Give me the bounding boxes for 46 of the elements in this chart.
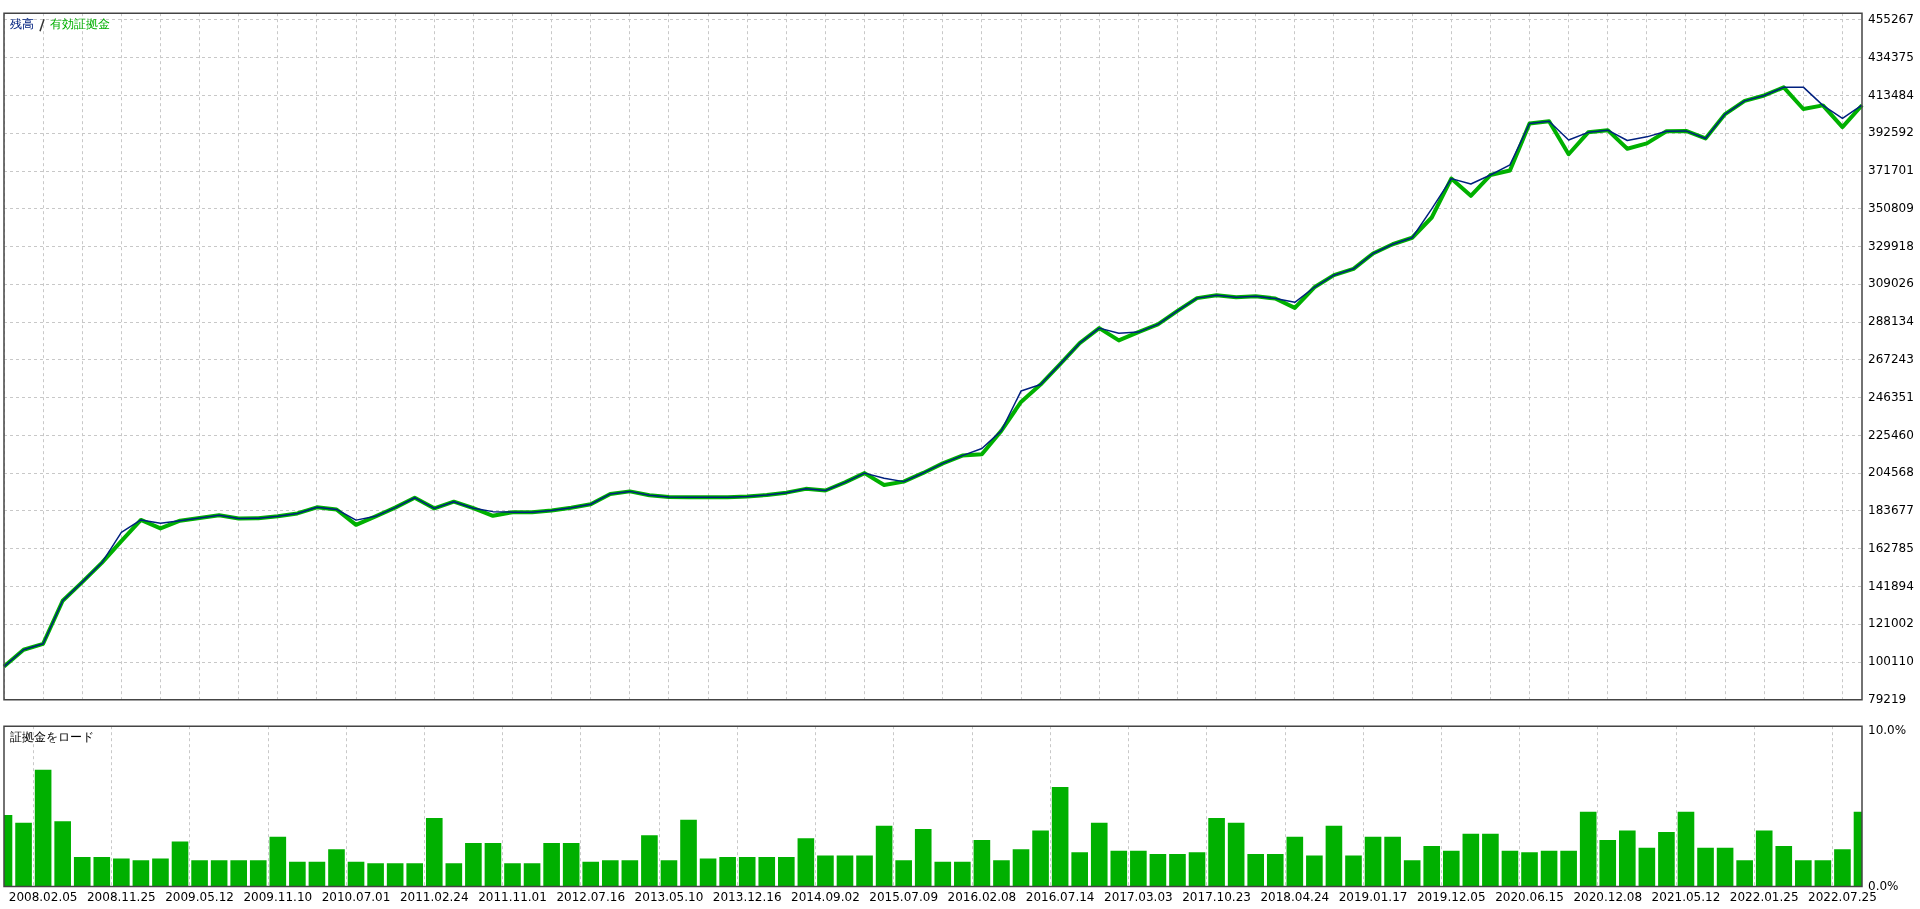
y-tick-label: 267243 <box>1868 352 1914 366</box>
y-tick-label: 288134 <box>1868 314 1914 329</box>
y-tick-label: 225460 <box>1868 427 1914 442</box>
y-tick-label: 350809 <box>1868 200 1914 215</box>
y-tick-label: 183677 <box>1868 503 1914 518</box>
x-tick-label: 2020.12.08 <box>1573 889 1643 904</box>
x-tick-label: 2013.12.16 <box>712 889 782 904</box>
x-tick-label: 2013.05.10 <box>634 889 704 904</box>
x-tick-label: 2016.02.08 <box>947 889 1017 904</box>
x-tick-label: 2014.09.02 <box>791 889 860 904</box>
x-tick-label: 2011.11.01 <box>478 889 547 904</box>
y-tick-label: 371701 <box>1868 163 1914 178</box>
x-tick-label: 2019.12.05 <box>1416 889 1486 904</box>
y-tick-label: 455267 <box>1868 12 1914 27</box>
x-tick-label: 2015.07.09 <box>869 889 939 904</box>
y-tick-label: 121002 <box>1868 616 1914 631</box>
x-tick-label: 2017.03.03 <box>1104 889 1173 904</box>
x-tick-label: 2010.07.01 <box>321 889 391 904</box>
y-tick-label: 141894 <box>1868 578 1914 593</box>
x-tick-label: 2012.07.16 <box>556 889 626 904</box>
x-tick-label: 2009.11.10 <box>243 889 313 904</box>
y-tick-label: 79219 <box>1868 691 1907 706</box>
y-tick-label: 100110 <box>1868 654 1914 669</box>
y-tick-label: 392592 <box>1868 125 1914 140</box>
x-tick-label: 2021.05.12 <box>1651 889 1721 904</box>
x-tick-label: 2017.10.23 <box>1182 889 1251 904</box>
x-tick-label: 2020.06.15 <box>1495 889 1564 904</box>
y-tick-label: 434375 <box>1868 49 1914 64</box>
x-tick-label: 2008.11.25 <box>86 889 156 904</box>
y-tick-label: 309026 <box>1868 276 1914 291</box>
chart-title: 証拠金をロード <box>10 730 94 745</box>
y-tick-label: 162785 <box>1868 540 1914 555</box>
text: 残高 <box>10 17 34 32</box>
x-tick-label: 2008.02.05 <box>8 889 78 904</box>
y-tick-label: 413484 <box>1868 87 1914 102</box>
y-tick-label: 10.0% <box>1868 723 1907 737</box>
y-tick-label: 246351 <box>1868 389 1914 404</box>
x-tick-label: 2018.04.24 <box>1260 889 1330 904</box>
x-tick-label: 2022.01.25 <box>1729 889 1799 904</box>
x-tick-label: 2009.05.12 <box>165 889 234 904</box>
text: 有効証拠金 <box>50 17 110 32</box>
x-tick-label: 2019.01.17 <box>1338 889 1408 904</box>
y-tick-label: 204568 <box>1868 465 1914 480</box>
x-tick-label: 2016.07.14 <box>1025 889 1095 904</box>
x-tick-label: 2011.02.24 <box>399 889 469 904</box>
y-tick-label: 329918 <box>1868 238 1914 253</box>
